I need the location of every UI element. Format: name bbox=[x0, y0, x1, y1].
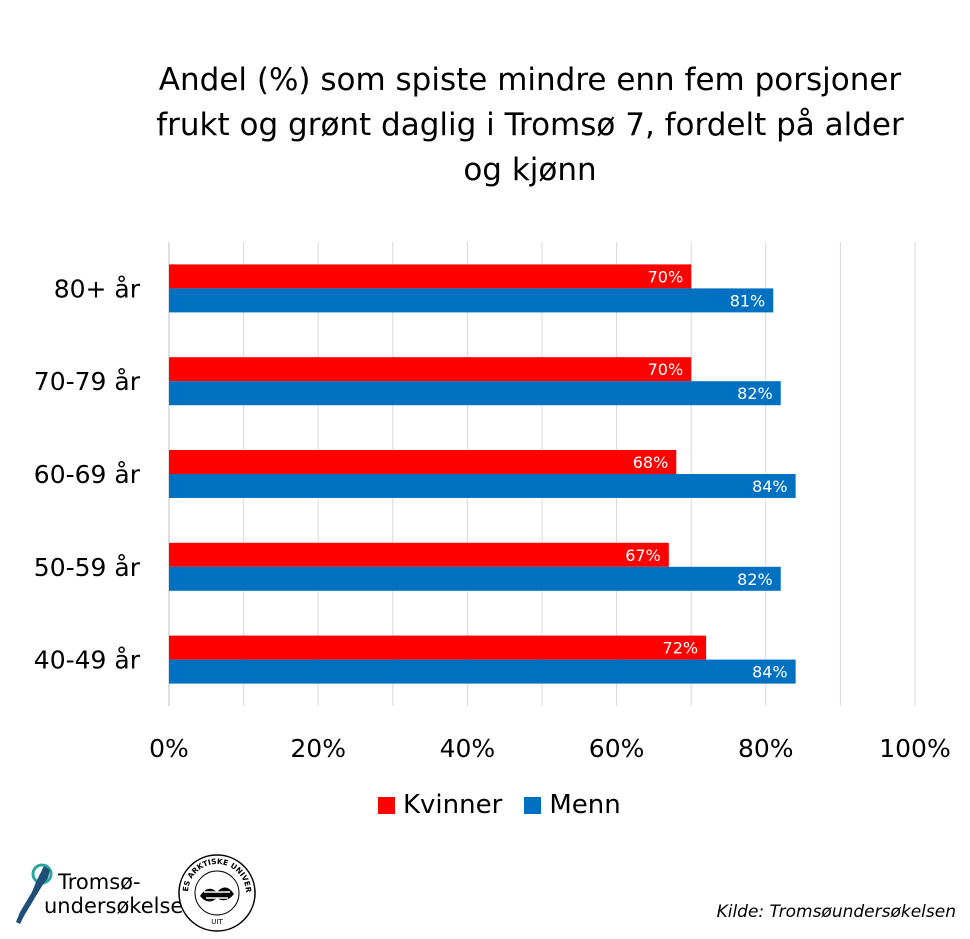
category-label: 70-79 år bbox=[34, 367, 141, 396]
x-tick-label: 0% bbox=[149, 734, 189, 763]
data-label-menn: 82% bbox=[737, 570, 773, 589]
category-label: 50-59 år bbox=[34, 553, 141, 582]
data-label-kvinner: 68% bbox=[633, 453, 669, 472]
category-label: 80+ år bbox=[54, 274, 141, 303]
bar-kvinner bbox=[169, 542, 669, 567]
x-tick-label: 100% bbox=[879, 734, 950, 763]
legend: Kvinner Menn bbox=[378, 790, 643, 820]
category-label: 40-49 år bbox=[34, 646, 141, 675]
svg-text:UIT: UIT bbox=[211, 918, 223, 926]
category-label: 60-69 år bbox=[34, 460, 141, 489]
tromso-logo-line2: undersøkelsen bbox=[44, 894, 197, 918]
bar-menn bbox=[169, 381, 781, 406]
bar-kvinner bbox=[169, 264, 692, 289]
data-label-menn: 84% bbox=[752, 477, 788, 496]
uit-seal-logo: NORGES ARKTISKE UNIVERSITET UIT bbox=[176, 852, 256, 932]
bar-kvinner bbox=[169, 635, 707, 660]
legend-swatch-menn bbox=[524, 796, 542, 814]
tromso-logo-line1: Tromsø- bbox=[58, 870, 141, 894]
source-note: Kilde: Tromsøundersøkelsen bbox=[716, 902, 956, 922]
legend-label-menn: Menn bbox=[549, 790, 621, 820]
x-tick-labels: 0% 20% 40% 60% 80% 100% bbox=[149, 734, 951, 763]
x-tick-label: 80% bbox=[738, 734, 794, 763]
bar-menn bbox=[169, 566, 781, 591]
x-tick-label: 20% bbox=[290, 734, 346, 763]
data-label-menn: 81% bbox=[730, 291, 766, 310]
data-label-kvinner: 72% bbox=[663, 639, 699, 658]
bars: 70% 81% 70% 82% 68% 84% 67% 82% 72% 84% bbox=[169, 264, 796, 684]
bar-menn bbox=[169, 474, 796, 498]
x-tick-label: 40% bbox=[440, 734, 496, 763]
legend-swatch-kvinner bbox=[378, 796, 395, 814]
data-label-kvinner: 67% bbox=[625, 546, 661, 565]
x-tick-label: 60% bbox=[589, 734, 645, 763]
norway-map-icon bbox=[16, 863, 53, 924]
bar-menn bbox=[169, 288, 774, 313]
legend-label-kvinner: Kvinner bbox=[403, 790, 503, 820]
bar-chart: 70% 81% 70% 82% 68% 84% 67% 82% 72% 84% 80+ år 70-… bbox=[34, 242, 951, 763]
legend-item-kvinner: Kvinner bbox=[378, 790, 502, 820]
data-label-menn: 84% bbox=[752, 663, 788, 682]
data-label-kvinner: 70% bbox=[648, 267, 684, 286]
bar-kvinner bbox=[169, 450, 677, 474]
chart-title: Andel (%) som spiste mindre enn fem pors… bbox=[156, 62, 904, 188]
category-labels: 80+ år 70-79 år 60-69 år 50-59 år 40-49 år bbox=[34, 274, 141, 674]
bar-menn bbox=[169, 659, 796, 684]
legend-item-menn: Menn bbox=[524, 790, 621, 820]
bar-kvinner bbox=[169, 357, 692, 382]
tromso-logo: Tromsø- undersøkelsen bbox=[14, 862, 197, 928]
data-label-kvinner: 70% bbox=[648, 360, 684, 379]
data-label-menn: 82% bbox=[737, 384, 773, 403]
